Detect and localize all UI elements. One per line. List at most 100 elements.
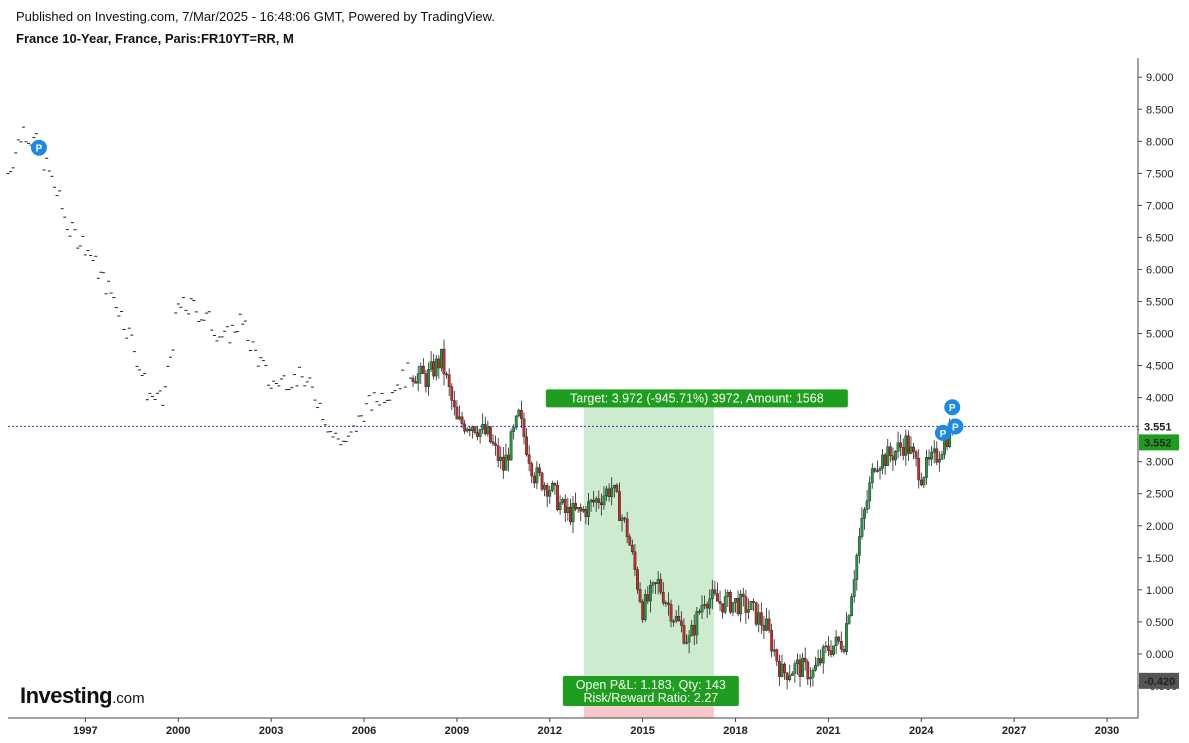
candle-body <box>930 451 934 460</box>
candle-body <box>816 658 820 666</box>
candle-body <box>427 369 430 387</box>
candle-body <box>852 579 856 597</box>
y-tick-label: 8.000 <box>1146 136 1174 148</box>
close-price-label-bg <box>1139 434 1179 451</box>
candle-body <box>507 454 510 461</box>
candle-body <box>504 454 508 471</box>
candle-body <box>535 467 539 484</box>
candle-body <box>499 456 503 461</box>
candle-body <box>648 585 652 602</box>
candle-body <box>638 589 642 602</box>
marker-circle[interactable] <box>934 424 951 441</box>
candle-body <box>607 488 611 498</box>
candle-body <box>571 503 575 523</box>
candle-body <box>762 625 766 631</box>
candle-body <box>873 468 877 472</box>
candle-body <box>767 618 771 631</box>
candle-body <box>919 479 923 486</box>
candle-body <box>876 470 879 472</box>
candle-body <box>790 673 794 676</box>
candle-body <box>538 467 541 474</box>
candle-body <box>569 506 572 523</box>
y-tick-label: 4.500 <box>1146 361 1174 373</box>
published-caption: Published on Investing.com, 7/Mar/2025 -… <box>16 9 495 24</box>
candle-body <box>447 374 451 387</box>
candle-body <box>411 377 415 382</box>
candle-body <box>796 659 799 664</box>
candle-body <box>424 373 428 387</box>
y-tick-label: 0.000 <box>1146 649 1174 661</box>
candle-body <box>798 659 802 677</box>
candle-body <box>661 591 665 604</box>
candle-body <box>612 484 616 489</box>
candle-body <box>917 458 921 481</box>
candle-body <box>814 665 817 671</box>
candle-body <box>527 454 531 464</box>
candle-body <box>419 365 423 374</box>
candle-body <box>863 509 866 519</box>
candle-body <box>540 472 544 490</box>
marker-circle[interactable] <box>30 139 47 156</box>
candle-body <box>553 483 557 486</box>
candle-body <box>685 642 688 644</box>
candle-body <box>566 506 570 513</box>
y-tick-label: 6.500 <box>1146 232 1174 244</box>
candles <box>6 126 954 690</box>
marker-label[interactable]: P <box>36 144 43 155</box>
candle-body <box>445 373 448 376</box>
candle-body <box>654 582 657 585</box>
candle-body <box>414 381 418 384</box>
y-tick-label: 2.500 <box>1146 489 1174 501</box>
candle-body <box>530 463 534 477</box>
candle-body <box>494 443 498 446</box>
candle-body <box>896 442 900 452</box>
candle-body <box>739 593 743 615</box>
candle-body <box>594 498 598 503</box>
candle-body <box>625 518 629 538</box>
candle-body <box>837 636 841 642</box>
candle-body <box>765 618 768 631</box>
pnl-label: Open P&L: 1.183, Qty: 143 <box>576 678 726 692</box>
candle-body <box>710 589 714 600</box>
candle-body <box>592 499 596 503</box>
candle-body <box>703 604 706 606</box>
candle-body <box>894 451 897 461</box>
candle-body <box>883 454 887 466</box>
candle-body <box>904 435 908 456</box>
candle-body <box>839 641 843 650</box>
x-tick-label: 1997 <box>73 725 97 737</box>
marker-label[interactable]: P <box>949 403 956 414</box>
candle-body <box>486 426 490 435</box>
candle-body <box>935 448 939 463</box>
y-tick-label: 1.500 <box>1146 553 1174 565</box>
candle-body <box>819 658 823 664</box>
candle-body <box>728 592 732 613</box>
candle-body <box>659 579 663 593</box>
marker-circle[interactable] <box>947 418 964 435</box>
y-tick-label: 0.500 <box>1146 617 1174 629</box>
x-tick-label: 2018 <box>723 725 747 737</box>
candle-body <box>832 645 835 655</box>
candle-body <box>561 499 565 503</box>
candle-body <box>602 495 606 506</box>
candle-body <box>770 630 774 652</box>
candle-body <box>421 365 425 374</box>
position-zones <box>583 399 714 718</box>
target-zone <box>583 399 714 693</box>
x-tick-label: 2027 <box>1002 725 1026 737</box>
candle-body <box>525 436 528 455</box>
marker-label[interactable]: P <box>940 429 947 440</box>
candle-body <box>473 426 477 433</box>
candle-body <box>718 601 722 604</box>
candle-body <box>744 596 748 613</box>
candle-body <box>501 456 505 471</box>
candle-body <box>636 569 639 590</box>
marker-circle[interactable] <box>944 399 961 416</box>
candle-body <box>759 612 763 626</box>
candle-body <box>925 457 928 478</box>
candle-body <box>550 483 554 491</box>
candle-body <box>716 593 719 602</box>
marker-label[interactable]: P <box>952 422 959 433</box>
